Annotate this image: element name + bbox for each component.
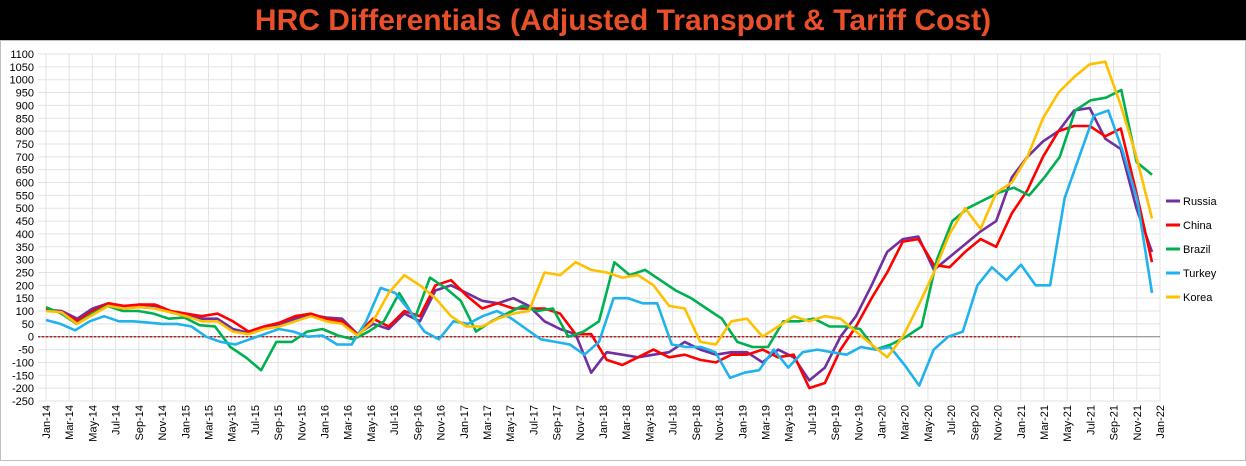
x-tick-label: Mar-16	[343, 405, 355, 440]
x-tick-label: Jan-15	[180, 405, 192, 439]
x-tick-label: Jul-21	[1085, 405, 1097, 435]
x-tick-label: Nov-18	[714, 405, 726, 440]
y-tick-label: 550	[16, 190, 34, 202]
series-line-russia	[45, 106, 1154, 382]
x-tick-label: Jan-22	[1155, 405, 1167, 439]
x-tick-label: Sep-15	[273, 405, 285, 440]
x-tick-label: May-21	[1062, 405, 1074, 442]
y-tick-label: 400	[16, 229, 34, 241]
y-tick-label: 1100	[10, 49, 34, 61]
y-tick-label: 300	[16, 255, 34, 267]
x-tick-label: Sep-17	[552, 405, 564, 440]
x-tick-label: May-19	[784, 405, 796, 442]
chart-title: HRC Differentials (Adjusted Transport & …	[255, 4, 991, 37]
x-tick-label: Jan-17	[459, 405, 471, 439]
series-line-korea	[45, 60, 1154, 359]
x-tick-label: Jul-16	[389, 405, 401, 435]
x-tick-label: Nov-17	[575, 405, 587, 440]
x-tick-label: Nov-19	[853, 405, 865, 440]
y-tick-label: 700	[16, 152, 34, 164]
x-tick-label: Jul-20	[946, 405, 958, 435]
x-tick-label: Mar-21	[1039, 405, 1051, 440]
y-tick-label: 250	[16, 267, 34, 279]
y-tick-label: 50	[22, 319, 34, 331]
x-tick-label: Nov-14	[157, 405, 169, 440]
x-tick-label: May-20	[923, 405, 935, 442]
title-bar	[0, 0, 1246, 40]
x-tick-label: Mar-17	[482, 405, 494, 440]
x-tick-label: Sep-16	[412, 405, 424, 440]
y-tick-label: 600	[16, 178, 34, 190]
legend-label-russia: Russia	[1183, 196, 1218, 208]
y-tick-label: 200	[16, 280, 34, 292]
x-tick-label: Mar-14	[64, 405, 76, 440]
y-tick-label: -200	[12, 383, 34, 395]
y-tick-label: 100	[16, 306, 34, 318]
x-tick-label: Nov-15	[296, 405, 308, 440]
y-tick-label: -100	[12, 357, 34, 369]
x-tick-label: Sep-20	[969, 405, 981, 440]
x-tick-label: Mar-19	[760, 405, 772, 440]
x-tick-label: Jul-19	[807, 405, 819, 435]
x-tick-label: Jan-21	[1016, 405, 1028, 439]
x-tick-label: Jan-20	[877, 405, 889, 439]
y-tick-label: -150	[12, 370, 34, 382]
y-tick-label: 450	[16, 216, 34, 228]
x-tick-label: Sep-19	[830, 405, 842, 440]
y-tick-label: 500	[16, 203, 34, 215]
series-line-turkey	[45, 109, 1154, 387]
y-tick-label: 800	[16, 126, 34, 138]
x-tick-label: May-16	[366, 405, 378, 442]
x-tick-label: Jan-18	[598, 405, 610, 439]
y-tick-label: 750	[16, 139, 34, 151]
x-tick-label: Sep-18	[691, 405, 703, 440]
x-tick-label: Jan-19	[737, 405, 749, 439]
x-tick-label: Nov-21	[1132, 405, 1144, 440]
x-axis: Jan-14 Mar-14 May-14 Jul-14 Sep-14 Nov-14 Jan-…	[41, 405, 1167, 442]
x-tick-label: Jul-14	[111, 405, 123, 435]
chart-border	[0, 40, 1246, 461]
x-tick-label: May-14	[87, 405, 99, 442]
y-tick-label: 1000	[10, 75, 34, 87]
x-tick-label: Sep-21	[1109, 405, 1121, 440]
x-tick-label: May-15	[227, 405, 239, 442]
legend-label-turkey: Turkey	[1183, 268, 1217, 280]
series-line-brazil	[45, 88, 1153, 372]
y-tick-label: 150	[16, 293, 34, 305]
x-tick-label: Mar-15	[203, 405, 215, 440]
y-tick-label: 900	[16, 100, 34, 112]
y-tick-label: 850	[16, 113, 34, 125]
legend-label-brazil: Brazil	[1183, 244, 1211, 256]
y-tick-label: -250	[12, 396, 34, 408]
y-tick-label: 0	[28, 332, 34, 344]
x-tick-label: Jan-14	[41, 405, 53, 439]
y-tick-label: 350	[16, 242, 34, 254]
x-tick-label: Jul-17	[528, 405, 540, 435]
x-tick-label: May-17	[505, 405, 517, 442]
y-tick-label: 1050	[10, 62, 34, 74]
y-axis: -250-200-150-100-50050100150200250300350…	[10, 49, 34, 408]
legend-label-korea: Korea	[1183, 292, 1213, 304]
legend-label-china: China	[1183, 220, 1213, 232]
x-tick-label: Jan-16	[320, 405, 332, 439]
series-line-china	[45, 124, 1154, 390]
x-tick-label: Nov-20	[993, 405, 1005, 440]
legend: Russia China Brazil Turkey Korea	[1166, 196, 1218, 304]
y-tick-label: 650	[16, 165, 34, 177]
x-tick-label: Mar-20	[900, 405, 912, 440]
y-tick-label: 950	[16, 88, 34, 100]
x-tick-label: Jul-15	[250, 405, 262, 435]
series-lines	[45, 60, 1154, 390]
x-tick-label: Jul-18	[668, 405, 680, 435]
x-tick-label: Nov-16	[436, 405, 448, 440]
x-tick-label: Mar-18	[621, 405, 633, 440]
x-tick-label: May-18	[644, 405, 656, 442]
y-tick-label: -50	[18, 345, 34, 357]
x-tick-label: Sep-14	[134, 405, 146, 440]
